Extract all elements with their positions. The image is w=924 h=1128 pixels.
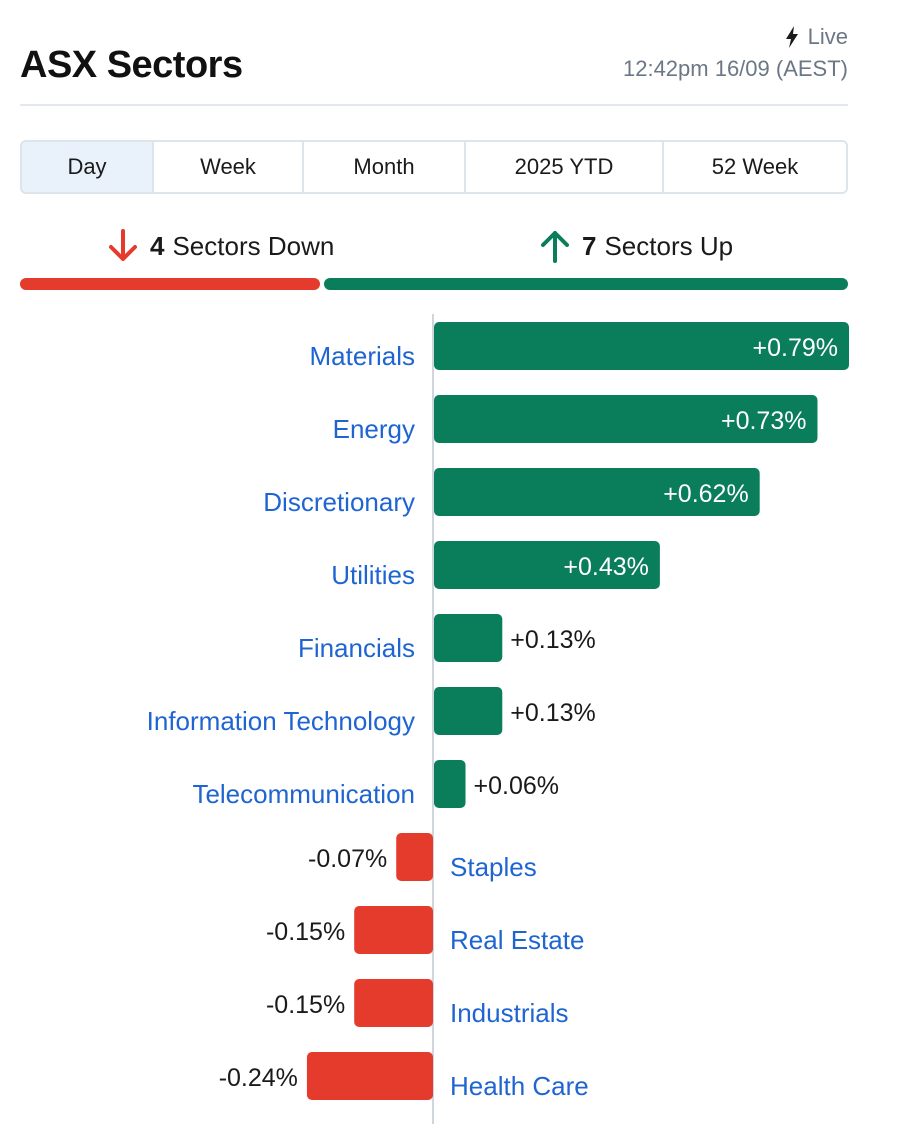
value-label-discretionary: +0.62% (663, 480, 749, 508)
sectors-down-summary: 4 Sectors Down (108, 222, 334, 270)
value-label-financials: +0.13% (510, 626, 596, 654)
value-label-utilities: +0.43% (563, 553, 649, 581)
bar-energy[interactable] (434, 395, 818, 443)
sectors-up-text: Sectors Up (604, 230, 734, 261)
sector-label-information-technology[interactable]: Information Technology (147, 706, 415, 736)
bar-real-estate[interactable] (354, 906, 433, 954)
arrow-down-icon (109, 229, 137, 261)
bar-row-real-estate[interactable]: Real Estate -0.15% (266, 906, 584, 955)
bar-row-health-care[interactable]: Health Care -0.24% (219, 1052, 589, 1101)
tab-week[interactable]: Week (154, 142, 304, 192)
sector-label-telecommunication[interactable]: Telecommunication (192, 779, 415, 809)
bar-discretionary[interactable] (434, 468, 760, 516)
bar-row-financials[interactable]: Financials +0.13% (298, 614, 596, 663)
period-tabs: Day Week Month 2025 YTD 52 Week (20, 140, 848, 194)
bar-health-care[interactable] (306, 1052, 433, 1100)
sector-label-discretionary[interactable]: Discretionary (263, 487, 415, 517)
bar-row-telecommunication[interactable]: Telecommunication +0.06% (192, 760, 559, 809)
sectors-down-text: Sectors Down (172, 230, 335, 261)
sectors-down-ratio-bar (20, 278, 320, 290)
sector-bar-chart: Materials +0.79% Energy +0.73% Discretionary… (147, 314, 849, 1124)
bar-row-discretionary[interactable]: Discretionary +0.62% (263, 468, 760, 517)
sectors-up-count: 7 (582, 230, 597, 261)
live-label: Live (807, 24, 848, 49)
sector-label-health-care[interactable]: Health Care (450, 1071, 589, 1101)
sector-label-materials[interactable]: Materials (310, 341, 415, 371)
bar-materials[interactable] (434, 322, 849, 370)
bar-row-industrials[interactable]: Industrials -0.15% (266, 979, 569, 1028)
sector-label-financials[interactable]: Financials (298, 633, 415, 663)
tab-2025-ytd[interactable]: 2025 YTD (466, 142, 664, 192)
value-label-telecommunication: +0.06% (474, 772, 560, 800)
value-label-energy: +0.73% (721, 407, 807, 435)
bar-row-staples[interactable]: Staples -0.07% (308, 833, 537, 882)
bar-industrials[interactable] (354, 979, 433, 1027)
bar-financials[interactable] (434, 614, 503, 662)
bar-utilities[interactable] (434, 541, 660, 589)
bar-staples[interactable] (396, 833, 433, 881)
bar-row-energy[interactable]: Energy +0.73% (333, 395, 818, 444)
live-indicator: Live (784, 24, 848, 50)
sector-label-utilities[interactable]: Utilities (331, 560, 415, 590)
sector-label-industrials[interactable]: Industrials (450, 998, 569, 1028)
sector-label-energy[interactable]: Energy (333, 414, 415, 444)
bar-row-information-technology[interactable]: Information Technology +0.13% (147, 687, 596, 736)
widget-header: ASX Sectors Live 12:42pm 16/09 (AEST) (20, 20, 848, 106)
value-label-real-estate: -0.15% (266, 918, 345, 946)
tab-52-week[interactable]: 52 Week (664, 142, 846, 192)
tab-day[interactable]: Day (22, 142, 154, 192)
timestamp: 12:42pm 16/09 (AEST) (622, 56, 848, 81)
sectors-up-ratio-bar (323, 278, 848, 290)
bar-telecommunication[interactable] (434, 760, 466, 808)
sectors-down-count: 4 (150, 230, 165, 261)
value-label-staples: -0.07% (308, 845, 387, 873)
sector-label-real-estate[interactable]: Real Estate (450, 925, 584, 955)
sectors-up-summary: 7 Sectors Up (540, 222, 733, 270)
value-label-materials: +0.79% (753, 334, 839, 362)
tab-month[interactable]: Month (304, 142, 466, 192)
sector-label-staples[interactable]: Staples (450, 852, 537, 882)
value-label-information-technology: +0.13% (510, 699, 596, 727)
bar-information-technology[interactable] (434, 687, 503, 735)
value-label-industrials: -0.15% (266, 991, 345, 1019)
value-label-health-care: -0.24% (219, 1064, 298, 1092)
bar-row-materials[interactable]: Materials +0.79% (310, 322, 849, 371)
arrow-up-icon (541, 231, 569, 263)
lightning-bolt-icon (785, 26, 798, 48)
bar-row-utilities[interactable]: Utilities +0.43% (331, 541, 660, 590)
page-title: ASX Sectors (20, 44, 243, 86)
